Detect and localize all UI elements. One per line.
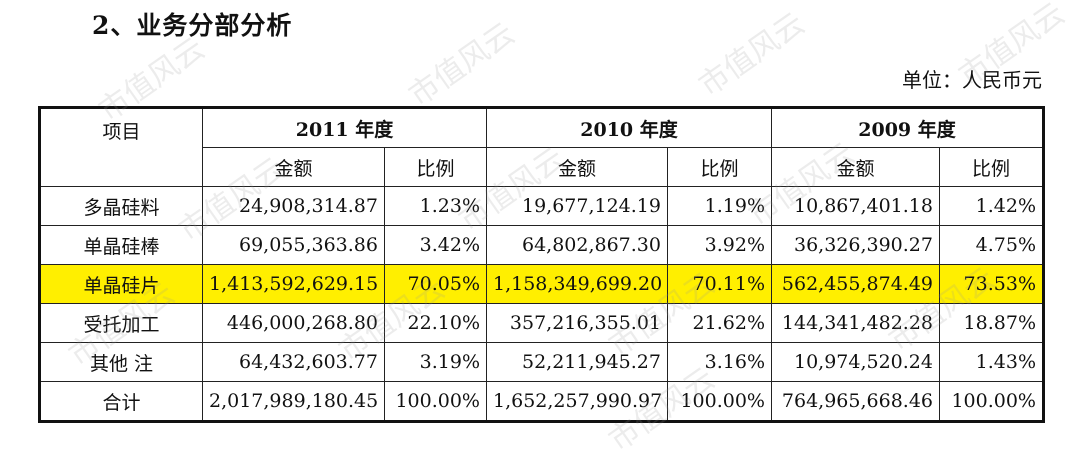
segment-table: 项目 2011 年度 2010 年度 2009 年度 金额 比例 金额 比例 金… [38, 106, 1045, 423]
amount-header: 金额 [202, 147, 385, 187]
row-name: 单晶硅棒 [39, 225, 203, 265]
ratio-header: 比例 [667, 147, 772, 187]
table-row: 单晶硅棒 69,055,363.86 3.42% 64,802,867.30 3… [39, 225, 1044, 265]
ratio-cell: 3.19% [384, 342, 487, 382]
ratio-cell: 70.05% [384, 264, 487, 304]
amount-header: 金额 [771, 147, 940, 187]
year-2011-header: 2011 年度 [202, 107, 487, 148]
row-name: 受托加工 [39, 303, 203, 343]
ratio-cell: 1.43% [939, 342, 1044, 382]
watermark: 市值风云 [402, 16, 522, 114]
table-row: 受托加工 446,000,268.80 22.10% 357,216,355.0… [39, 303, 1044, 343]
year-header-row: 项目 2011 年度 2010 年度 2009 年度 [39, 107, 1044, 187]
page-title: 2、业务分部分析 [92, 11, 293, 40]
amount-cell: 64,432,603.77 [202, 342, 385, 382]
watermark: 市值风云 [692, 6, 812, 104]
ratio-cell: 21.62% [667, 303, 772, 343]
amount-cell: 36,326,390.27 [771, 225, 940, 265]
amount-cell: 764,965,668.46 [771, 381, 940, 422]
ratio-cell: 18.87% [939, 303, 1044, 343]
amount-cell: 19,677,124.19 [486, 186, 668, 226]
ratio-cell: 4.75% [939, 225, 1044, 265]
ratio-header: 比例 [384, 147, 487, 187]
amount-cell: 64,802,867.30 [486, 225, 668, 265]
ratio-header: 比例 [939, 147, 1044, 187]
amount-cell: 2,017,989,180.45 [202, 381, 385, 422]
item-header: 项目 [39, 107, 203, 187]
ratio-cell: 100.00% [939, 381, 1044, 422]
unit-label: 单位：人民币元 [902, 68, 1042, 92]
amount-cell: 52,211,945.27 [486, 342, 668, 382]
ratio-cell: 1.19% [667, 186, 772, 226]
ratio-cell: 22.10% [384, 303, 487, 343]
amount-cell: 10,867,401.18 [771, 186, 940, 226]
year-2009-header: 2009 年度 [771, 107, 1044, 148]
amount-cell: 562,455,874.49 [771, 264, 940, 304]
ratio-cell: 73.53% [939, 264, 1044, 304]
amount-cell: 10,974,520.24 [771, 342, 940, 382]
amount-cell: 69,055,363.86 [202, 225, 385, 265]
highlighted-row: 单晶硅片 1,413,592,629.15 70.05% 1,158,349,6… [39, 264, 1044, 304]
ratio-cell: 3.16% [667, 342, 772, 382]
amount-cell: 24,908,314.87 [202, 186, 385, 226]
ratio-cell: 100.00% [667, 381, 772, 422]
total-row: 合计 2,017,989,180.45 100.00% 1,652,257,99… [39, 381, 1044, 422]
sub-header-row: 金额 比例 金额 比例 金额 比例 [40, 147, 1044, 187]
row-name: 多晶硅料 [39, 186, 203, 226]
row-name: 其他 注 [39, 342, 203, 382]
amount-cell: 1,413,592,629.15 [202, 264, 385, 304]
amount-cell: 144,341,482.28 [771, 303, 940, 343]
table-row: 多晶硅料 24,908,314.87 1.23% 19,677,124.19 1… [39, 186, 1044, 226]
ratio-cell: 70.11% [667, 264, 772, 304]
table-row: 其他 注 64,432,603.77 3.19% 52,211,945.27 3… [39, 342, 1044, 382]
row-name: 单晶硅片 [39, 264, 203, 304]
amount-cell: 446,000,268.80 [202, 303, 385, 343]
ratio-cell: 100.00% [384, 381, 487, 422]
row-name: 合计 [39, 381, 203, 422]
ratio-cell: 3.42% [384, 225, 487, 265]
amount-cell: 1,158,349,699.20 [486, 264, 668, 304]
ratio-cell: 3.92% [667, 225, 772, 265]
amount-cell: 1,652,257,990.97 [486, 381, 668, 422]
ratio-cell: 1.23% [384, 186, 487, 226]
ratio-cell: 1.42% [939, 186, 1044, 226]
amount-header: 金额 [486, 147, 668, 187]
amount-cell: 357,216,355.01 [486, 303, 668, 343]
year-2010-header: 2010 年度 [486, 107, 772, 148]
